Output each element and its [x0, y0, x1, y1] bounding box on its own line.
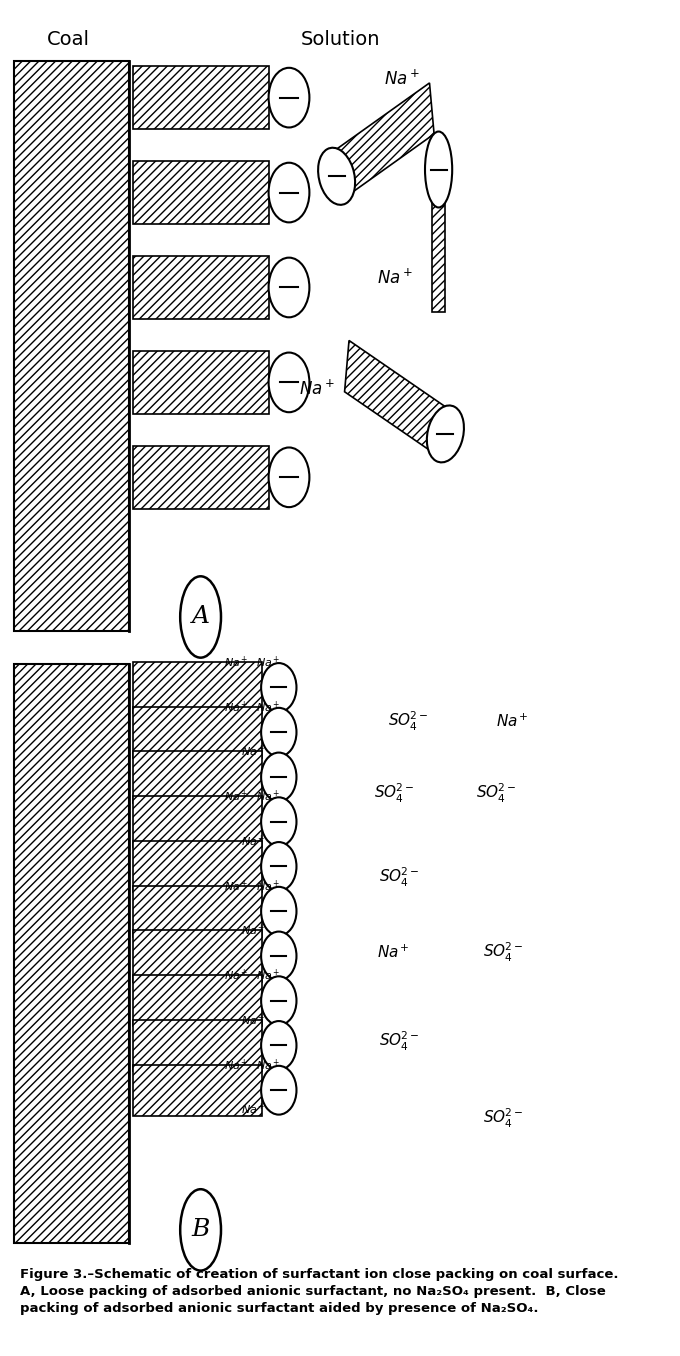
Text: SO$_4^{2-}$: SO$_4^{2-}$: [483, 1106, 524, 1131]
Ellipse shape: [269, 353, 309, 412]
Text: Na$^+$: Na$^+$: [241, 1102, 266, 1117]
Bar: [133, 662, 262, 713]
Bar: [133, 351, 269, 414]
Bar: [133, 1020, 262, 1071]
Bar: [14, 664, 129, 1243]
Text: SO$_4^{2-}$: SO$_4^{2-}$: [483, 940, 524, 964]
Text: Na$^+$: Na$^+$: [241, 923, 266, 938]
Text: SO$_4^{2-}$: SO$_4^{2-}$: [388, 709, 428, 734]
Bar: [133, 796, 262, 848]
Bar: [133, 975, 262, 1026]
Bar: [14, 61, 129, 631]
Text: Na$^+$: Na$^+$: [384, 69, 420, 88]
Ellipse shape: [261, 842, 296, 891]
Bar: [133, 1064, 262, 1116]
Ellipse shape: [269, 68, 309, 127]
Text: Na$^+$: Na$^+$: [241, 744, 266, 759]
Bar: [133, 446, 269, 508]
Polygon shape: [335, 83, 434, 202]
Text: Na$^+$: Na$^+$: [224, 655, 248, 670]
Text: Na$^+$: Na$^+$: [241, 834, 266, 849]
Ellipse shape: [261, 1066, 296, 1115]
Ellipse shape: [261, 708, 296, 757]
Text: SO$_4^{2-}$: SO$_4^{2-}$: [374, 781, 415, 805]
Ellipse shape: [427, 405, 464, 462]
Ellipse shape: [261, 753, 296, 801]
Text: Na$^+$: Na$^+$: [224, 968, 248, 983]
Ellipse shape: [261, 797, 296, 846]
Ellipse shape: [261, 663, 296, 712]
Ellipse shape: [261, 887, 296, 936]
Text: Na$^+$: Na$^+$: [377, 268, 413, 287]
Text: Na$^+$: Na$^+$: [496, 713, 529, 730]
Text: Solution: Solution: [301, 30, 379, 49]
Ellipse shape: [269, 447, 309, 507]
Ellipse shape: [261, 932, 296, 980]
Text: Na$^+$: Na$^+$: [256, 968, 281, 983]
Ellipse shape: [269, 163, 309, 222]
Text: SO$_4^{2-}$: SO$_4^{2-}$: [476, 781, 517, 805]
Text: Na$^+$: Na$^+$: [224, 700, 248, 715]
Bar: [133, 66, 269, 129]
Ellipse shape: [261, 1021, 296, 1070]
Text: Na$^+$: Na$^+$: [256, 700, 281, 715]
Text: Na$^+$: Na$^+$: [224, 879, 248, 894]
Bar: [133, 751, 262, 803]
Bar: [133, 930, 262, 982]
Text: SO$_4^{2-}$: SO$_4^{2-}$: [379, 1029, 420, 1054]
Ellipse shape: [425, 132, 452, 207]
Text: SO$_4^{2-}$: SO$_4^{2-}$: [379, 865, 420, 890]
Text: Na$^+$: Na$^+$: [241, 1013, 266, 1028]
Ellipse shape: [269, 258, 309, 317]
Ellipse shape: [261, 976, 296, 1025]
Ellipse shape: [318, 148, 355, 205]
Bar: [133, 256, 269, 319]
Text: Na$^+$: Na$^+$: [256, 1058, 281, 1073]
Bar: [133, 841, 262, 892]
Bar: [133, 885, 262, 937]
Text: Na$^+$: Na$^+$: [224, 1058, 248, 1073]
Text: Na$^+$: Na$^+$: [256, 879, 281, 894]
Bar: [133, 706, 262, 758]
Text: A: A: [192, 606, 209, 628]
Text: Coal: Coal: [46, 30, 90, 49]
Text: Na$^+$: Na$^+$: [377, 944, 410, 960]
Text: Na$^+$: Na$^+$: [256, 789, 281, 804]
Text: B: B: [191, 1219, 210, 1241]
Bar: [133, 161, 269, 224]
Polygon shape: [345, 340, 447, 460]
Polygon shape: [432, 170, 445, 312]
Text: Na$^+$: Na$^+$: [299, 380, 335, 399]
Text: Figure 3.–Schematic of creation of surfactant ion close packing on coal surface.: Figure 3.–Schematic of creation of surfa…: [20, 1268, 619, 1315]
Text: Na$^+$: Na$^+$: [256, 655, 281, 670]
Text: Na$^+$: Na$^+$: [224, 789, 248, 804]
